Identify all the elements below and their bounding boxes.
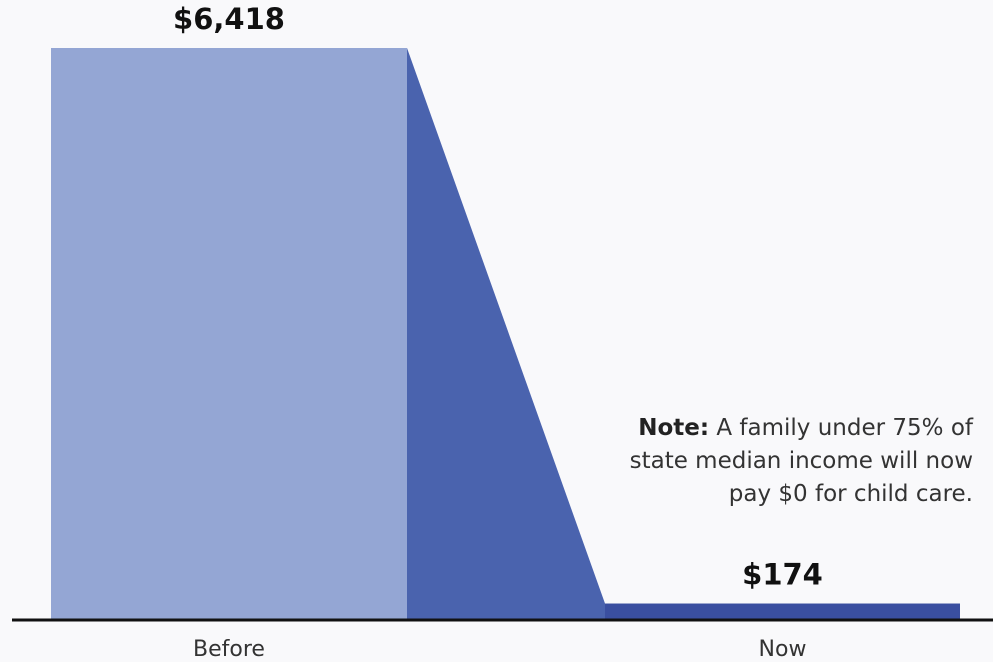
annotation: Note: A family under 75% of state median… bbox=[603, 412, 973, 511]
annotation-lead: Note: bbox=[638, 415, 710, 441]
x-tick-label: Before bbox=[193, 637, 265, 662]
bar bbox=[51, 48, 407, 619]
annotation-text: A family under 75% of state median incom… bbox=[629, 415, 973, 507]
bar bbox=[605, 603, 960, 619]
x-tick-label: Now bbox=[759, 637, 807, 662]
value-label: $6,418 bbox=[173, 2, 285, 36]
value-label: $174 bbox=[742, 558, 823, 592]
connector bbox=[407, 48, 605, 619]
